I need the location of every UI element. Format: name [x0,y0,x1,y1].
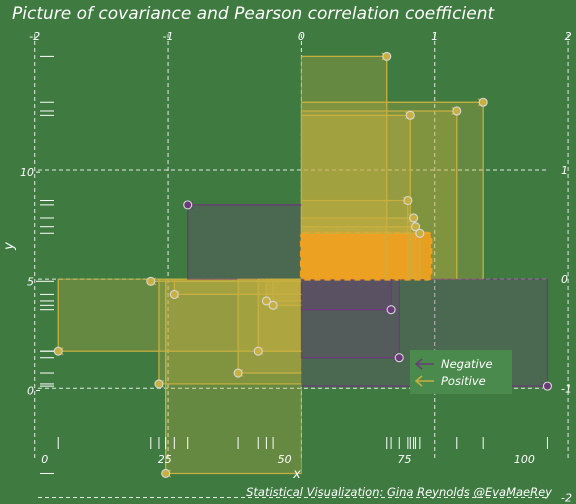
legend-background [410,350,512,394]
cov-rect-3 [165,278,302,474]
x-std-tick-2: 0 [298,30,305,43]
data-point-12 [394,353,404,363]
data-point-6 [233,368,243,378]
x-std-tick-0: -2 [29,30,40,43]
cov-rect-2 [158,278,302,385]
legend: Negative Positive [410,350,512,394]
data-point-10 [382,51,392,61]
x-tick-3: 75 [398,453,412,466]
y-std-tick-3: 1 [561,164,568,177]
chart-caption: Statistical Visualization: Gina Reynolds… [246,485,552,499]
y-std-tick-0: -2 [561,491,572,504]
cov-rect-5 [187,204,302,280]
data-point-14 [405,110,415,120]
y-tick-2: 10 [20,166,34,179]
mean-box-group [299,231,433,281]
legend-key-positive [414,375,434,387]
data-point-8 [261,296,271,306]
y-tick-0: 0 [27,384,34,397]
data-point-9 [268,300,278,310]
legend-key-negative [414,358,434,370]
data-point-0 [53,346,63,356]
x-std-tick-3: 1 [431,30,438,43]
rug-marks [40,55,548,474]
y-tick-1: 5 [27,275,34,288]
data-point-19 [478,97,488,107]
data-point-5 [183,200,193,210]
data-point-13 [403,195,413,206]
data-points [53,51,552,479]
data-point-20 [542,381,552,391]
x-tick-4: 100 [514,453,535,466]
x-tick-0: 0 [41,453,48,466]
legend-label-negative: Negative [441,357,493,371]
chart-title: Picture of covariance and Pearson correl… [12,4,495,24]
data-point-15 [409,213,419,223]
data-point-18 [452,106,462,116]
legend-label-positive: Positive [441,374,486,388]
data-point-2 [154,379,164,389]
y-axis-label: y [2,242,17,251]
x-axis-label: x [292,467,301,482]
data-point-7 [253,346,263,356]
x-tick-2: 50 [278,453,292,466]
data-point-4 [169,289,179,299]
x-tick-1: 25 [158,453,172,466]
x-std-tick-1: -1 [163,30,174,43]
data-point-1 [146,276,156,286]
data-point-17 [415,228,425,238]
mean-box [299,231,433,281]
y-std-tick-2: 0 [561,273,568,286]
x-std-tick-4: 2 [565,30,572,43]
data-point-16 [410,222,421,232]
data-point-11 [386,305,396,315]
y-std-tick-1: -1 [561,382,572,395]
data-point-3 [161,468,171,479]
